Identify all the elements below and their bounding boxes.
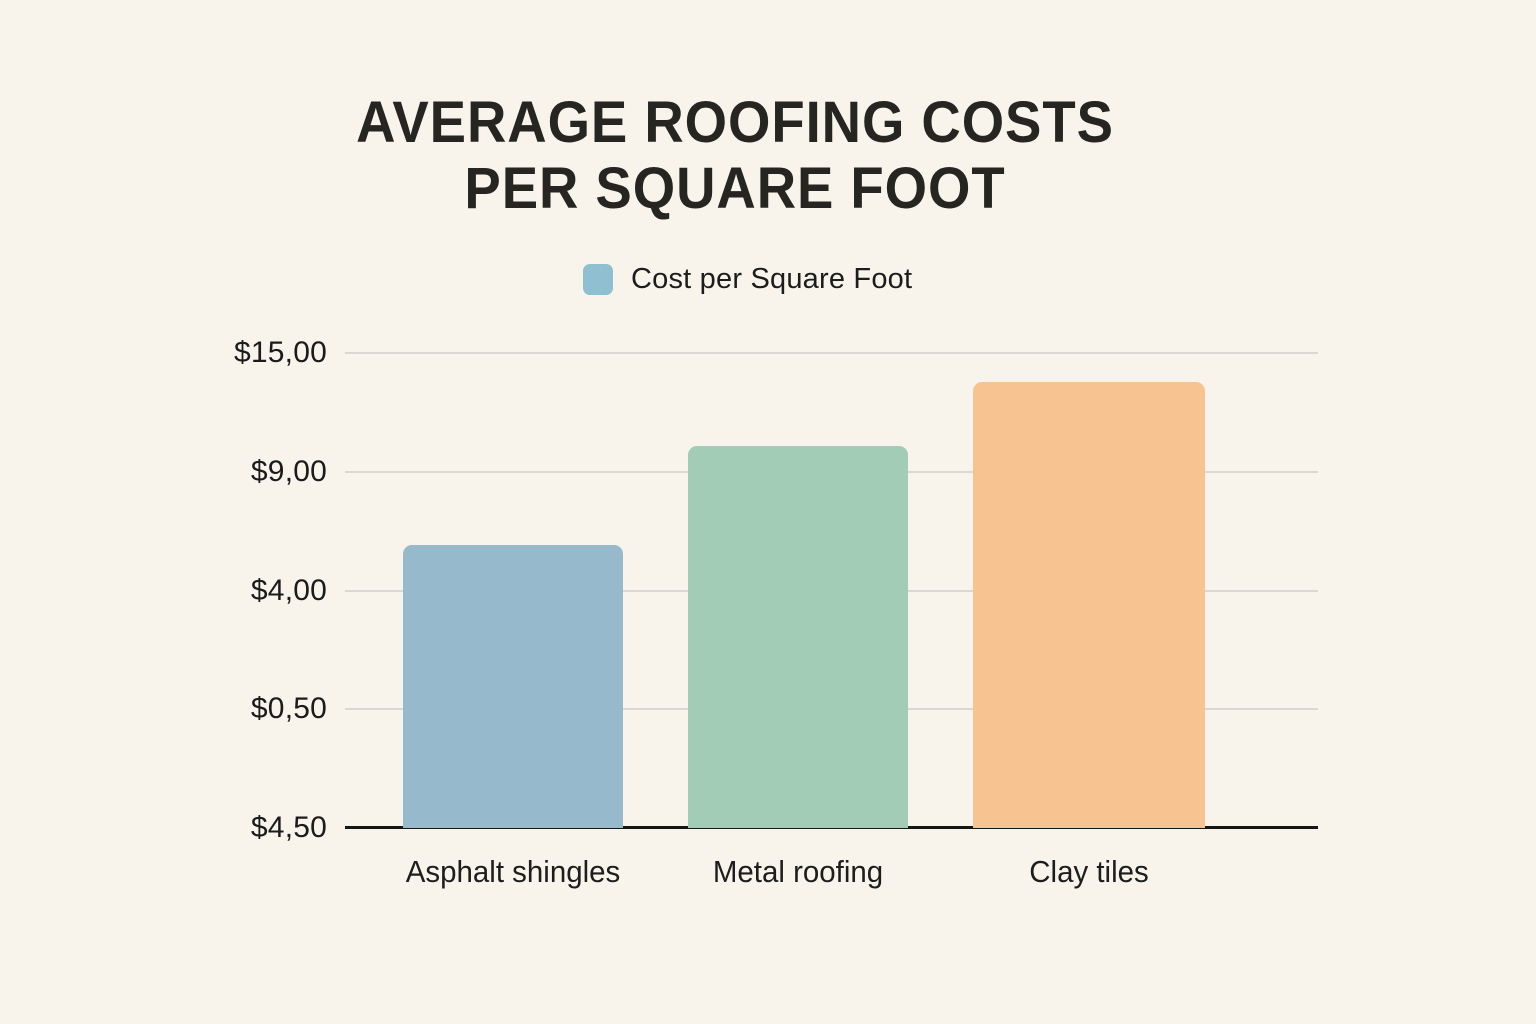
x-axis-label-metal-roofing: Metal roofing — [712, 854, 884, 889]
legend: Cost per Square Foot — [583, 263, 912, 296]
x-axis-label-asphalt-shingles: Asphalt shingles — [405, 854, 621, 889]
chart-title: AVERAGE ROOFING COSTS PER SQUARE FOOT — [44, 90, 1426, 222]
legend-label: Cost per Square Foot — [631, 263, 913, 295]
bar-metal-roofing — [688, 446, 908, 828]
gridline — [345, 352, 1318, 354]
y-tick-label: $15,00 — [234, 336, 327, 369]
chart-title-line2: PER SQUARE FOOT — [464, 156, 1006, 221]
legend-swatch — [583, 264, 613, 295]
y-tick-label: $4,50 — [250, 811, 327, 844]
y-tick-label: $0,50 — [250, 692, 327, 725]
y-tick-label: $4,00 — [250, 574, 327, 607]
chart-title-line1: AVERAGE ROOFING COSTS — [356, 90, 1114, 155]
bar-asphalt-shingles — [403, 545, 623, 828]
x-axis-label-clay-tiles: Clay tiles — [1029, 854, 1149, 889]
y-tick-label: $9,00 — [250, 455, 327, 488]
bar-clay-tiles — [973, 382, 1205, 828]
